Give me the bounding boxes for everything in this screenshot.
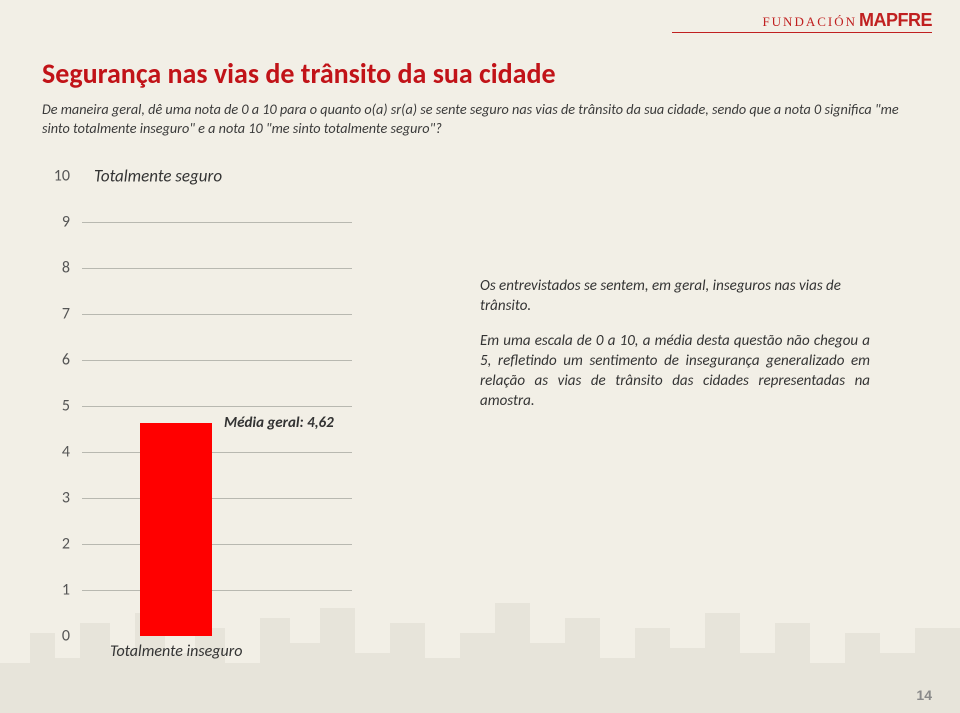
y-tick-label: 5 bbox=[42, 397, 70, 416]
grid-line bbox=[82, 406, 352, 407]
brand-logo: FUNDACIÓN MAPFRE bbox=[762, 10, 932, 31]
grid-line bbox=[82, 544, 352, 545]
y-axis-labels: 012345678910 bbox=[42, 176, 70, 636]
question-subtitle: De maneira geral, dê uma nota de 0 a 10 … bbox=[42, 100, 902, 138]
commentary-p2: Em uma escala de 0 a 10, a média desta q… bbox=[480, 331, 870, 412]
brand-rule bbox=[672, 32, 932, 33]
commentary-p1: Os entrevistados se sentem, em geral, in… bbox=[480, 276, 870, 317]
y-tick-label: 9 bbox=[42, 213, 70, 232]
grid-line bbox=[82, 452, 352, 453]
page-number: 14 bbox=[916, 687, 932, 703]
page-title: Segurança nas vias de trânsito da sua ci… bbox=[42, 56, 556, 91]
y-tick-label: 10 bbox=[42, 167, 70, 186]
y-tick-label: 0 bbox=[42, 627, 70, 646]
grid-line bbox=[82, 498, 352, 499]
grid-line bbox=[82, 360, 352, 361]
y-tick-label: 6 bbox=[42, 351, 70, 370]
mean-bar bbox=[140, 423, 212, 636]
mean-value-label: Média geral: 4,62 bbox=[224, 414, 334, 432]
scale-top-label: Totalmente seguro bbox=[94, 166, 222, 187]
plot-area bbox=[82, 176, 352, 636]
y-tick-label: 1 bbox=[42, 581, 70, 600]
y-tick-label: 4 bbox=[42, 443, 70, 462]
grid-line bbox=[82, 314, 352, 315]
grid-line bbox=[82, 222, 352, 223]
y-tick-label: 3 bbox=[42, 489, 70, 508]
brand-prefix: FUNDACIÓN bbox=[762, 14, 857, 30]
grid-line bbox=[82, 268, 352, 269]
scale-bottom-label: Totalmente inseguro bbox=[110, 642, 242, 661]
y-tick-label: 2 bbox=[42, 535, 70, 554]
grid-line bbox=[82, 590, 352, 591]
commentary-block: Os entrevistados se sentem, em geral, in… bbox=[480, 276, 870, 426]
brand-main: MAPFRE bbox=[859, 10, 932, 31]
y-tick-label: 8 bbox=[42, 259, 70, 278]
y-tick-label: 7 bbox=[42, 305, 70, 324]
mean-bar-chart: 012345678910 Totalmente seguro Totalment… bbox=[42, 176, 382, 656]
